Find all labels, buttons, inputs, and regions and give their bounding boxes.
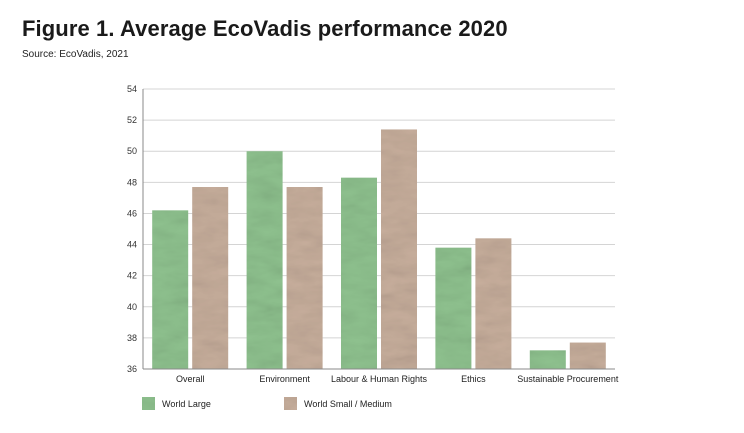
- y-tick-label: 48: [127, 177, 137, 187]
- x-tick-label: Environment: [259, 374, 310, 384]
- y-tick-label: 50: [127, 146, 137, 156]
- bar-world-small-medium: [192, 187, 229, 369]
- y-tick-label: 44: [127, 240, 137, 250]
- x-tick-label: Ethics: [461, 374, 486, 384]
- legend-swatch: [142, 397, 155, 410]
- x-tick-label: Labour & Human Rights: [331, 374, 428, 384]
- chart-title: Figure 1. Average EcoVadis performance 2…: [22, 16, 508, 41]
- legend-label: World Large: [162, 399, 211, 409]
- bar-world-large: [341, 177, 377, 369]
- y-tick-label: 38: [127, 333, 137, 343]
- y-tick-label: 40: [127, 302, 137, 312]
- bar-world-large: [529, 350, 566, 369]
- bar-world-small-medium: [475, 238, 512, 369]
- y-tick-label: 42: [127, 271, 137, 281]
- y-tick-label: 52: [127, 115, 137, 125]
- x-tick-label: Overall: [176, 374, 205, 384]
- bar-world-small-medium: [286, 187, 323, 369]
- bar-world-small-medium: [569, 342, 606, 369]
- legend-swatch: [284, 397, 297, 410]
- y-tick-label: 54: [127, 84, 137, 94]
- bar-world-large: [246, 151, 283, 369]
- bar-world-large: [152, 210, 189, 369]
- x-tick-label: Sustainable Procurement: [517, 374, 619, 384]
- y-tick-label: 46: [127, 208, 137, 218]
- chart-subtitle: Source: EcoVadis, 2021: [22, 49, 129, 60]
- y-tick-label: 36: [127, 364, 137, 374]
- legend-label: World Small / Medium: [304, 399, 392, 409]
- bar-world-small-medium: [381, 129, 417, 369]
- bar-world-large: [435, 247, 472, 369]
